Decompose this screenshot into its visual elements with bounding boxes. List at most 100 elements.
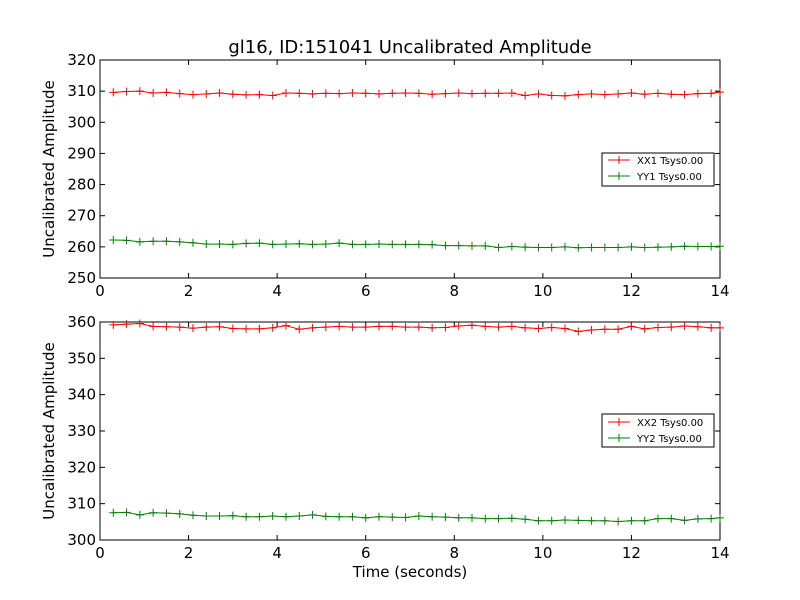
top-series (109, 87, 724, 252)
bottom-data-point (321, 323, 330, 332)
top-data-point (481, 89, 490, 98)
top-data-point (454, 89, 463, 98)
bottom-data-point (242, 512, 251, 521)
bottom-data-point (335, 322, 344, 331)
top-data-point (693, 89, 702, 98)
top-data-point (414, 89, 423, 98)
top-data-point (401, 240, 410, 249)
top-data-point (242, 90, 251, 99)
legend-label-xx2: XX2 Tsys0.00 (637, 418, 703, 429)
bottom-data-point (135, 319, 144, 328)
top-data-point (534, 243, 543, 252)
top-data-point (149, 237, 158, 246)
top-data-point (414, 240, 423, 249)
top-data-point (255, 239, 264, 248)
bottom-data-point (361, 513, 370, 522)
top-y-tick-label: 300 (67, 113, 96, 131)
bottom-data-point (561, 324, 569, 333)
bottom-x-tick-label: 2 (184, 544, 194, 562)
bottom-data-point (295, 512, 304, 521)
top-data-point (693, 242, 702, 251)
bottom-data-point (627, 322, 636, 331)
bottom-data-point (414, 323, 423, 332)
bottom-data-point (175, 323, 184, 332)
top-data-point (149, 89, 158, 98)
bottom-legend-box (601, 413, 715, 448)
bottom-x-tick-label: 14 (710, 544, 729, 562)
top-y-tick-label: 320 (67, 51, 96, 69)
top-data-point (308, 89, 317, 98)
bottom-data-point (162, 509, 171, 518)
bottom-x-tick-label: 10 (533, 544, 552, 562)
x-axis-label: Time (seconds) (352, 563, 468, 581)
bottom-data-point (308, 510, 317, 519)
bottom-data-point (587, 325, 596, 334)
bottom-x-tick-label: 4 (272, 544, 282, 562)
top-data-point (428, 240, 437, 249)
bottom-data-point (587, 516, 596, 525)
top-data-point (202, 240, 211, 249)
top-data-point (295, 89, 304, 98)
top-data-point (175, 237, 184, 246)
top-data-point (441, 89, 450, 98)
top-data-point (388, 240, 397, 249)
top-data-point (494, 89, 503, 98)
top-data-point (627, 89, 636, 98)
top-data-point (547, 91, 556, 100)
top-x-tick-label: 12 (622, 282, 641, 300)
bottom-data-point (707, 514, 716, 523)
top-data-point (135, 87, 144, 96)
top-data-point (282, 240, 290, 249)
bottom-data-point (388, 322, 397, 331)
bottom-data-point (348, 323, 357, 332)
top-data-point (135, 237, 144, 246)
top-data-point (716, 88, 724, 97)
bottom-data-point (375, 512, 383, 521)
top-data-point (454, 241, 463, 250)
top-data-point (441, 241, 450, 250)
bottom-data-point (654, 323, 662, 332)
bottom-data-point (667, 514, 676, 523)
top-data-point (122, 236, 131, 245)
bottom-data-point (348, 512, 357, 521)
top-data-point (680, 242, 689, 251)
top-data-point (242, 239, 251, 248)
top-data-point (215, 240, 224, 249)
bottom-data-point (574, 327, 583, 336)
bottom-data-point (481, 322, 490, 331)
bottom-data-point (521, 515, 530, 524)
bottom-data-point (507, 514, 516, 523)
bottom-data-point (561, 516, 569, 525)
top-data-point (521, 91, 530, 100)
top-data-point (494, 243, 503, 252)
top-data-point (547, 243, 556, 252)
top-x-tick-label: 8 (450, 282, 460, 300)
bottom-data-point (494, 514, 503, 523)
top-data-point (574, 90, 583, 99)
bottom-data-point (401, 323, 410, 332)
top-data-point (654, 243, 662, 252)
legend-label-yy2: YY2 Tsys0.00 (636, 434, 702, 445)
bottom-data-point (189, 511, 197, 520)
bottom-data-point (534, 324, 543, 333)
top-data-point (614, 89, 623, 98)
top-data-point (587, 89, 596, 98)
bottom-data-point (401, 513, 410, 522)
top-data-point (335, 239, 344, 248)
top-data-point (361, 240, 370, 249)
top-data-point (348, 89, 357, 98)
bottom-data-point (441, 513, 450, 522)
bottom-x-tick-label: 0 (95, 544, 105, 562)
bottom-data-point (600, 325, 609, 334)
bottom-data-point (162, 322, 171, 331)
bottom-data-point (507, 322, 516, 331)
top-data-point (587, 243, 596, 252)
top-data-point (335, 89, 344, 98)
top-data-point (162, 237, 171, 246)
bottom-data-point (228, 511, 237, 520)
bottom-data-point (109, 508, 118, 517)
top-data-point (640, 243, 649, 252)
top-data-point (627, 242, 636, 251)
top-data-point (321, 240, 330, 249)
chart-title: gl16, ID:151041 Uncalibrated Amplitude (228, 37, 591, 58)
